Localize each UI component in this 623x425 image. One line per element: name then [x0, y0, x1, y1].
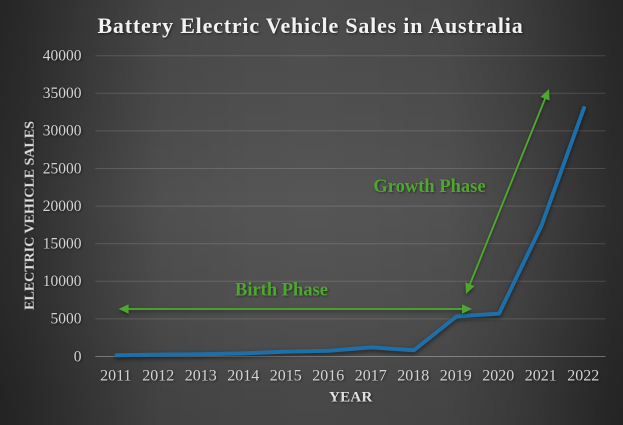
svg-text:30000: 30000 — [43, 123, 82, 140]
svg-text:40000: 40000 — [43, 48, 82, 65]
svg-text:2012: 2012 — [142, 368, 174, 385]
svg-text:2011: 2011 — [100, 368, 131, 385]
svg-text:2016: 2016 — [312, 368, 344, 385]
svg-text:2019: 2019 — [440, 368, 472, 385]
svg-text:35000: 35000 — [43, 85, 82, 102]
svg-text:25000: 25000 — [43, 160, 82, 177]
svg-text:2013: 2013 — [185, 368, 217, 385]
svg-text:0: 0 — [74, 348, 82, 365]
svg-text:2014: 2014 — [227, 368, 259, 385]
svg-text:Birth Phase: Birth Phase — [235, 281, 328, 301]
svg-text:Growth Phase: Growth Phase — [373, 177, 485, 197]
svg-text:20000: 20000 — [43, 198, 82, 215]
svg-text:2021: 2021 — [525, 368, 557, 385]
svg-text:ELECTRIC VEHICLE SALES: ELECTRIC VEHICLE SALES — [23, 121, 38, 310]
svg-text:15000: 15000 — [43, 236, 82, 253]
svg-text:2017: 2017 — [355, 368, 387, 385]
svg-text:2022: 2022 — [567, 368, 599, 385]
svg-text:2020: 2020 — [482, 368, 514, 385]
svg-text:2018: 2018 — [397, 368, 429, 385]
svg-text:5000: 5000 — [51, 311, 82, 328]
svg-text:10000: 10000 — [43, 273, 82, 290]
svg-text:Battery Electric Vehicle Sales: Battery Electric Vehicle Sales in Austra… — [97, 13, 523, 38]
svg-text:2015: 2015 — [270, 368, 302, 385]
svg-text:YEAR: YEAR — [329, 389, 373, 405]
